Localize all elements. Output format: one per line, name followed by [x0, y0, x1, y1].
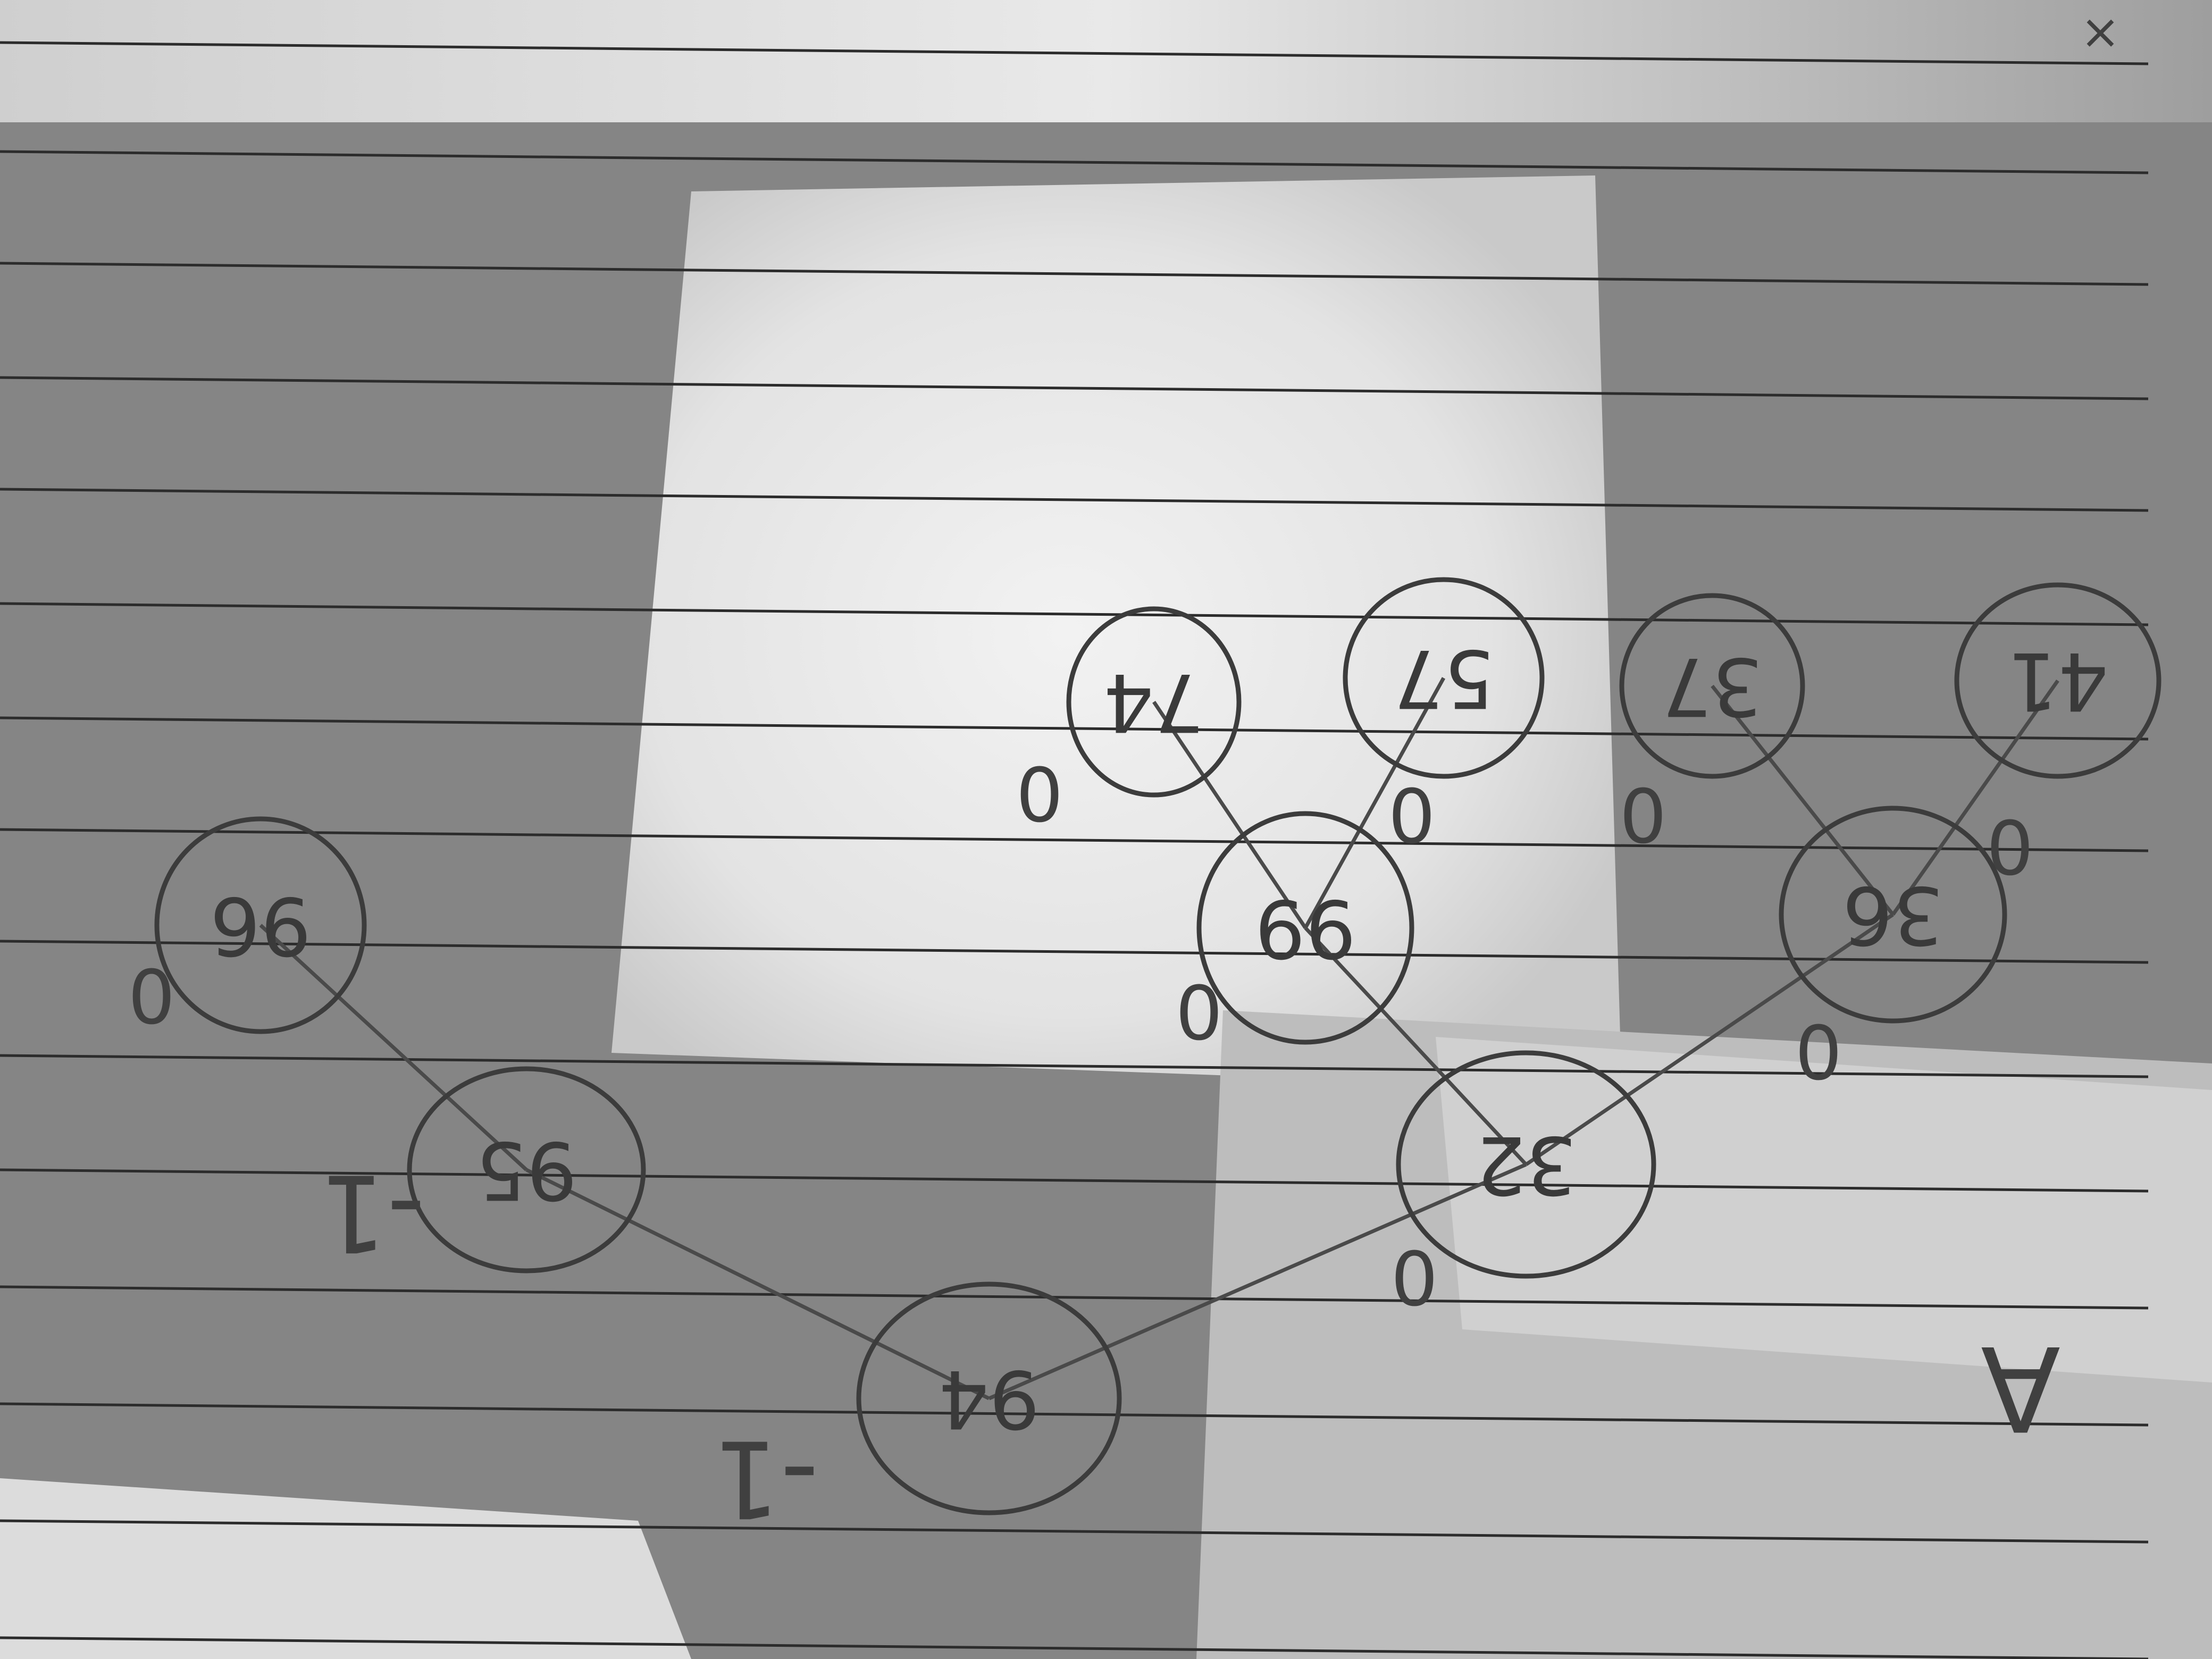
balance-factor: 0	[1619, 770, 1666, 857]
tree-edge	[1891, 679, 2059, 916]
balance-factor: 0	[1795, 1007, 1842, 1094]
ruled-line	[0, 602, 2149, 626]
node-label: 95	[476, 1124, 577, 1216]
node-circle	[1196, 811, 1414, 1045]
node-circle	[1619, 593, 1805, 779]
light-patch-center	[611, 175, 1622, 1090]
ruled-line	[0, 828, 2149, 852]
tree-edge	[988, 1162, 1527, 1401]
node-circle	[1343, 577, 1545, 779]
node-circle	[154, 816, 367, 1034]
tree-node: 99	[1196, 811, 1414, 1045]
tree-node: 37	[1619, 593, 1805, 779]
ruled-line	[0, 1168, 2149, 1193]
tree-edge	[1711, 684, 1895, 916]
ruled-line	[0, 1636, 2149, 1659]
tree-node: 57	[1343, 577, 1545, 779]
tree-node: 94	[856, 1281, 1122, 1515]
tree-node: 74	[1066, 606, 1242, 798]
tree-edge	[1303, 677, 1446, 929]
node-label: 57	[1393, 632, 1495, 724]
tree-edge	[1304, 926, 1528, 1166]
balance-factor: 0	[1016, 749, 1063, 836]
ruled-line	[0, 376, 2149, 400]
ruled-line	[0, 41, 2149, 65]
light-patch-right	[1436, 1037, 2212, 1382]
balance-factor: 0	[1175, 967, 1222, 1054]
node-label: 74	[1103, 656, 1205, 748]
ruled-line	[0, 1402, 2149, 1427]
tree-nodes: 94 95 96 32 99 74 57 36 37 41	[154, 577, 2161, 1515]
tree-node: 32	[1396, 1050, 1656, 1279]
balance-factor: 0	[1390, 1233, 1438, 1320]
node-label: 32	[1476, 1118, 1577, 1211]
ruled-line	[0, 1054, 2149, 1078]
ruled-lines	[0, 41, 2149, 1659]
tree-node: 36	[1779, 806, 2007, 1024]
ruled-line	[0, 1285, 2149, 1310]
node-circle	[1066, 606, 1242, 798]
tree-node: 95	[407, 1066, 646, 1273]
node-label: 94	[939, 1352, 1040, 1445]
close-mark: ×	[2080, 4, 2120, 60]
node-circle	[1779, 806, 2007, 1024]
node-label: 96	[210, 879, 312, 971]
balance-factor: -1	[319, 1151, 425, 1275]
tree-edge	[1152, 701, 1307, 929]
node-label: 37	[1662, 640, 1763, 732]
ruled-line	[0, 262, 2149, 286]
tree-edge	[1525, 913, 1894, 1166]
balance-factor: 0	[1388, 770, 1435, 857]
ruled-line	[0, 1519, 2149, 1544]
tree-node: 96	[154, 816, 367, 1034]
balance-factor: -1	[713, 1417, 818, 1540]
tree-edge	[259, 924, 528, 1171]
balance-factor: 0	[128, 951, 175, 1038]
node-circle	[407, 1066, 646, 1273]
node-circle	[856, 1281, 1122, 1515]
ruled-line	[0, 150, 2149, 174]
tree-node: 41	[1954, 582, 2161, 779]
tree-edge	[525, 1168, 990, 1401]
balance-factor: 0	[1986, 802, 2033, 889]
node-label: 36	[1842, 868, 1944, 961]
tree-edges	[259, 677, 2059, 1401]
corner-letter: A	[1981, 1320, 2061, 1456]
annotations: -1 -1 0 0 0 0 0 0 0 0 × A	[128, 4, 2120, 1540]
node-label: 99	[1255, 882, 1356, 974]
node-label: 41	[2007, 634, 2109, 727]
ruled-line	[0, 488, 2149, 512]
node-circle	[1396, 1050, 1656, 1279]
node-circle	[1954, 582, 2161, 779]
